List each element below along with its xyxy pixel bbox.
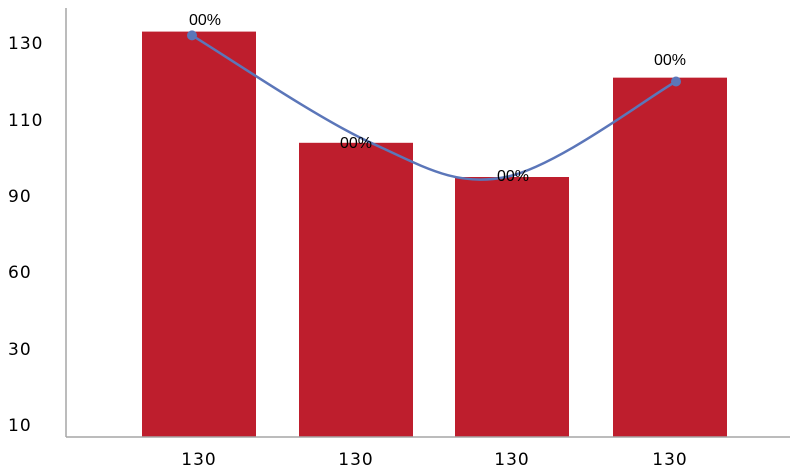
- data-label: 00%: [654, 52, 686, 69]
- bar-2: [299, 143, 413, 437]
- y-tick-label: 110: [8, 111, 43, 131]
- y-tick-label: 90: [8, 187, 32, 207]
- data-labels: 00% 00% 00% 00%: [189, 12, 686, 185]
- y-tick-labels: 10 30 60 90 110 130: [8, 34, 43, 436]
- bar-series: [142, 32, 727, 437]
- line-point-1: [187, 30, 197, 40]
- data-label: 00%: [497, 168, 529, 185]
- x-tick-label: 130: [181, 450, 216, 470]
- y-tick-label: 60: [8, 263, 32, 283]
- line-series: [192, 35, 676, 179]
- y-tick-label: 10: [8, 416, 32, 436]
- y-tick-label: 130: [8, 34, 43, 54]
- x-tick-label: 130: [338, 450, 373, 470]
- bar-1: [142, 32, 256, 437]
- x-tick-label: 130: [494, 450, 529, 470]
- data-label: 00%: [189, 12, 221, 29]
- data-label: 00%: [340, 135, 372, 152]
- x-tick-label: 130: [652, 450, 687, 470]
- bar-4: [613, 78, 727, 437]
- bar-3: [455, 177, 569, 437]
- x-tick-labels: 130 130 130 130: [181, 450, 687, 470]
- line-point-4: [671, 77, 681, 87]
- y-tick-label: 30: [8, 340, 32, 360]
